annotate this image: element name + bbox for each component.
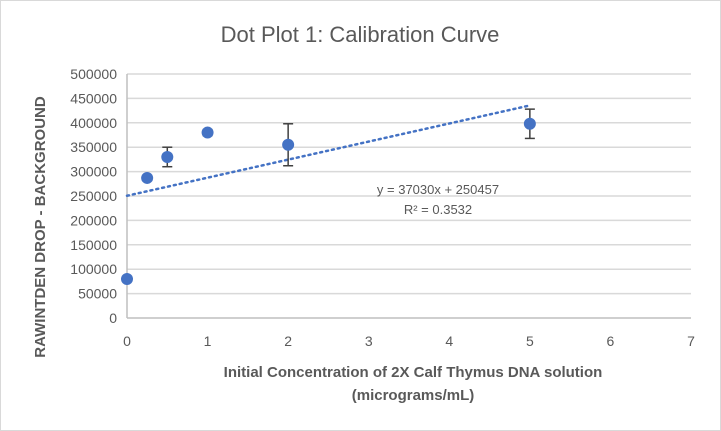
data-point [201,126,214,139]
data-point [523,117,536,130]
chart-title: Dot Plot 1: Calibration Curve [221,22,500,47]
trendline [125,104,532,198]
x-tick-label: 6 [607,333,615,349]
x-tick-label: 0 [123,333,131,349]
data-point [141,171,154,184]
y-tick-label: 350000 [70,139,117,155]
y-axis-label: RAWINTDEN DROP - BACKGROUND [32,96,49,358]
data-point [121,272,133,285]
data-point [161,150,174,163]
y-tick-label: 50000 [78,286,117,302]
y-tick-label: 250000 [70,188,117,204]
x-tick-label: 2 [284,333,292,349]
x-tick-label: 5 [526,333,534,349]
y-tick-label: 300000 [70,164,117,180]
data-points [121,117,536,285]
trendline-r2: R² = 0.3532 [404,202,472,217]
trendline-equation: y = 37030x + 250457 [377,182,499,197]
x-tick-label: 1 [204,333,212,349]
y-tick-label: 0 [109,310,117,326]
gridlines [127,73,691,295]
x-axis-label-line2: (micrograms/mL) [352,387,475,404]
y-tick-label: 400000 [70,115,117,131]
data-point [282,138,295,151]
x-axis-label-line1: Initial Concentration of 2X Calf Thymus … [224,364,603,381]
y-tick-label: 100000 [70,261,117,277]
y-tick-labels: 0 50000 100000 150000 200000 250000 300000 3500… [70,66,117,326]
y-tick-label: 450000 [70,90,117,106]
x-tick-label: 7 [687,333,695,349]
y-tick-label: 500000 [70,66,117,82]
y-tick-label: 150000 [70,237,117,253]
error-bars [142,108,535,181]
x-tick-labels: 0 1 2 3 4 5 6 7 [123,333,695,349]
y-tick-label: 200000 [70,212,117,228]
x-tick-label: 3 [365,333,373,349]
x-tick-label: 4 [445,333,453,349]
